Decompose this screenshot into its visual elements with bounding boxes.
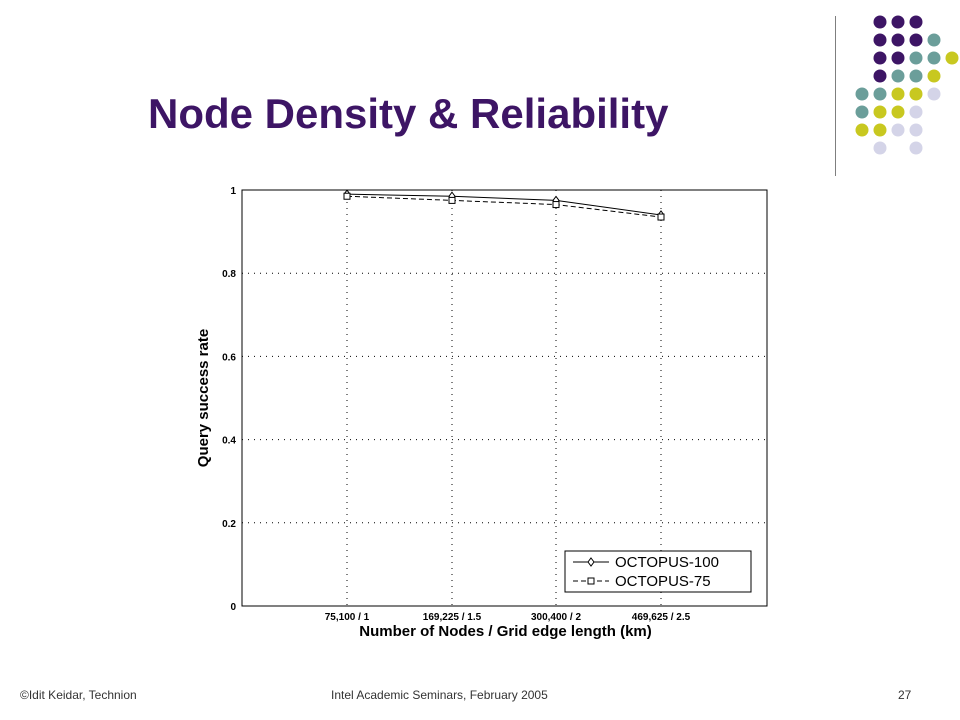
decorative-dot (891, 33, 905, 47)
data-point-octopus-100 (587, 557, 595, 567)
y-tick-label: 0.6 (222, 352, 236, 363)
decorative-dot (855, 105, 869, 119)
data-point-octopus-75 (587, 577, 595, 585)
decorative-dot (873, 15, 887, 29)
series-line-octopus-100 (346, 193, 662, 216)
decorative-dot (927, 69, 941, 83)
x-axis-label: Number of Nodes / Grid edge length (km) (359, 623, 652, 640)
decorative-dot (945, 51, 959, 65)
decorative-dot (909, 69, 923, 83)
data-point-octopus-75 (657, 213, 665, 221)
data-point-octopus-75 (552, 201, 560, 209)
decorative-dot (909, 51, 923, 65)
y-tick-label: 0 (230, 602, 236, 613)
decorative-dot (927, 33, 941, 47)
x-tick-label: 300,400 / 2 (531, 612, 581, 623)
legend-box (564, 550, 752, 593)
decorative-dot (873, 123, 887, 137)
decorative-dot (927, 87, 941, 101)
footer-page-number: 27 (898, 688, 912, 702)
decorative-dot (873, 51, 887, 65)
y-tick-label: 0.4 (222, 436, 236, 447)
decorative-dot (927, 51, 941, 65)
decorative-dot (909, 87, 923, 101)
decorative-dot (891, 87, 905, 101)
decorative-dot (891, 51, 905, 65)
decorative-dot (873, 105, 887, 119)
decorative-dot (909, 15, 923, 29)
legend-label: OCTOPUS-100 (615, 554, 719, 571)
y-tick-label: 1 (230, 186, 236, 197)
decorative-dot (909, 105, 923, 119)
decorative-dot (909, 33, 923, 47)
y-tick-label: 0.2 (222, 519, 236, 530)
decorative-dot (909, 141, 923, 155)
decorative-dot (855, 123, 869, 137)
decorative-dot (891, 105, 905, 119)
decorative-dot (873, 69, 887, 83)
footer-event: Intel Academic Seminars, February 2005 (331, 688, 548, 702)
decorative-dot (873, 33, 887, 47)
decorative-dot-grid (855, 15, 959, 155)
y-tick-label: 0.8 (222, 269, 236, 280)
data-point-octopus-75 (448, 196, 456, 204)
plot-area (241, 189, 768, 607)
y-axis-label: Query success rate (195, 329, 212, 467)
decorative-dot (909, 123, 923, 137)
x-tick-label: 469,625 / 2.5 (632, 612, 691, 623)
decorative-dot (891, 123, 905, 137)
slide-title: Node Density & Reliability (148, 90, 669, 137)
x-tick-label: 169,225 / 1.5 (423, 612, 482, 623)
x-tick-label: 75,100 / 1 (325, 612, 370, 623)
decorative-dot (855, 87, 869, 101)
decorative-dot (891, 69, 905, 83)
decorative-dot (873, 141, 887, 155)
data-point-octopus-75 (343, 192, 351, 200)
series-line-octopus-75 (346, 195, 662, 218)
legend-label: OCTOPUS-75 (615, 573, 711, 590)
footer-copyright: ©Idit Keidar, Technion (20, 688, 137, 702)
decorative-dot (873, 87, 887, 101)
decorative-divider-line (835, 16, 836, 176)
decorative-dot (891, 15, 905, 29)
